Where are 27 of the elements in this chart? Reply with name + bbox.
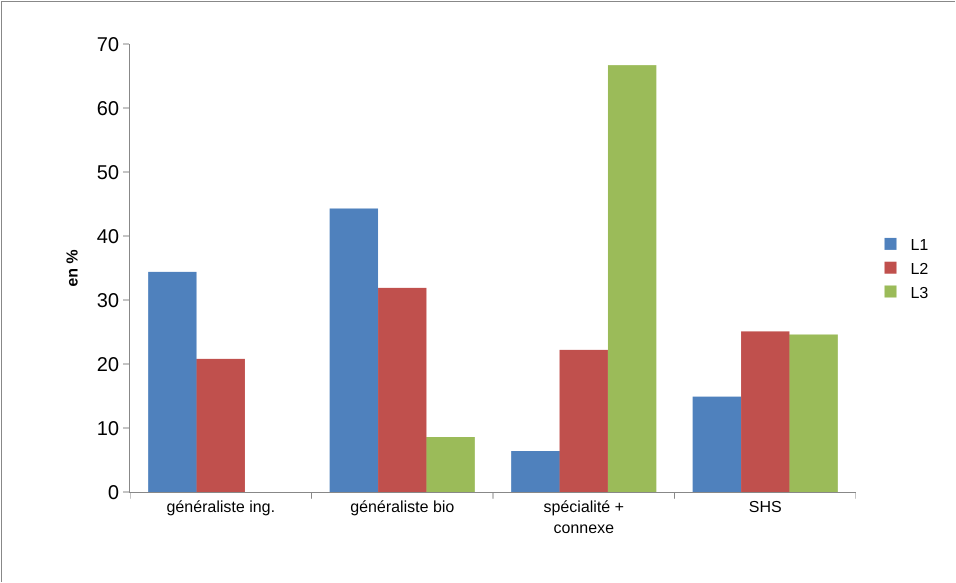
x-tick-label: spécialité + connexe (544, 499, 624, 537)
x-tick-label: généraliste bio (350, 499, 454, 516)
bar (511, 451, 560, 492)
legend-label: L3 (910, 284, 928, 302)
y-tick-label: 0 (108, 482, 119, 504)
bar (196, 358, 245, 492)
y-tick-label: 60 (96, 98, 119, 120)
x-tick-label: SHS (748, 499, 782, 516)
y-tick-label: 30 (96, 290, 119, 312)
x-tick-label: généraliste ing. (166, 499, 276, 516)
bar (330, 208, 378, 492)
y-tick-label: 50 (96, 162, 119, 184)
y-axis-title: en % (64, 249, 82, 287)
y-tick-label: 10 (96, 418, 119, 440)
bar (789, 334, 838, 492)
legend-label: L2 (910, 260, 928, 278)
bar (741, 331, 790, 492)
bar (692, 396, 742, 492)
y-tick-label: 20 (96, 354, 119, 376)
legend-label: L1 (910, 237, 928, 254)
y-tick-label: 40 (96, 226, 119, 248)
bar (560, 350, 608, 492)
y-tick-label: 70 (96, 34, 119, 56)
bar (148, 272, 197, 492)
bar (426, 436, 475, 492)
bar (608, 65, 656, 492)
bar (378, 288, 426, 492)
